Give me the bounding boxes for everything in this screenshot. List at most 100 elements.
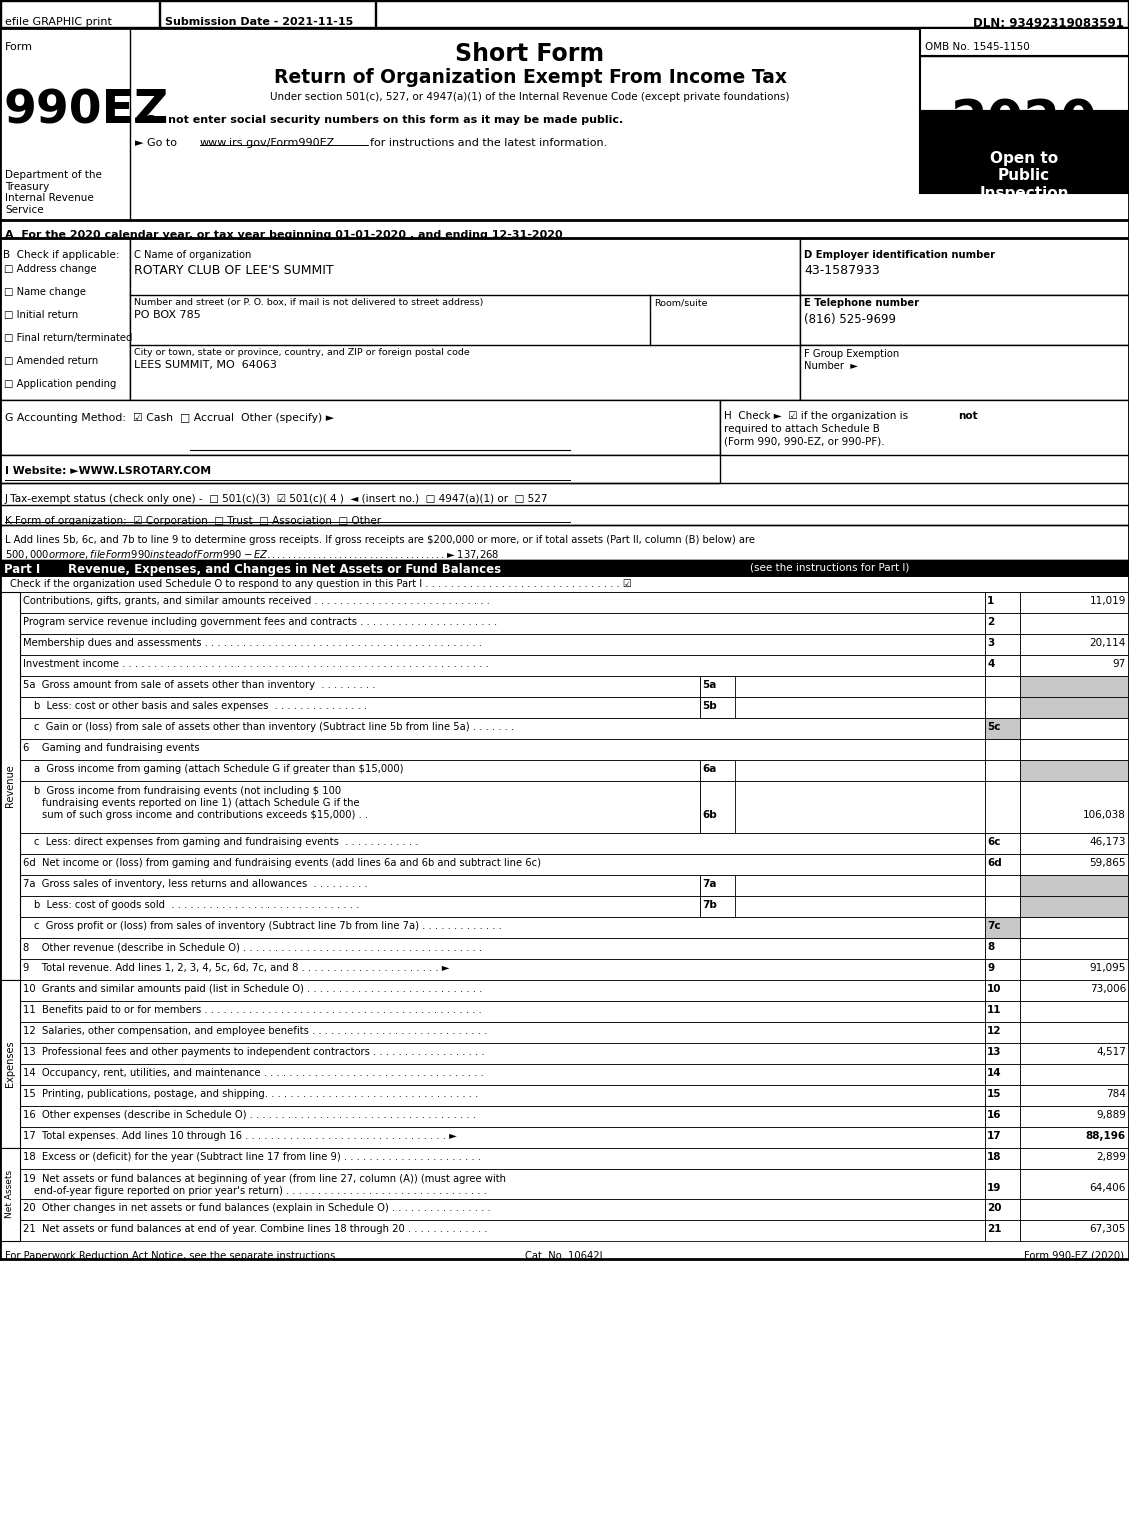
Text: OMB No. 1545-1150: OMB No. 1545-1150 (925, 43, 1030, 52)
Text: E Telephone number: E Telephone number (804, 297, 919, 308)
Bar (800, 238, 1129, 294)
Bar (1019, 676, 1129, 697)
Bar (800, 294, 1129, 345)
Bar (984, 1148, 1019, 1170)
Bar (0, 454, 720, 483)
Text: 1: 1 (987, 596, 995, 605)
Bar (20, 1199, 984, 1220)
Text: 3: 3 (987, 637, 995, 648)
Bar (984, 875, 1019, 897)
Text: 64,406: 64,406 (1089, 1183, 1126, 1193)
Bar (984, 1106, 1019, 1127)
Text: 9: 9 (987, 962, 995, 973)
Bar (984, 1084, 1019, 1106)
Text: 7c: 7c (987, 921, 1000, 930)
Bar (0, 525, 1129, 560)
Bar (1019, 1220, 1129, 1241)
Bar (984, 781, 1019, 833)
Text: 6d: 6d (987, 859, 1001, 868)
Bar (984, 897, 1019, 917)
Bar (20, 1084, 984, 1106)
Text: LEES SUMMIT, MO  64063: LEES SUMMIT, MO 64063 (134, 360, 277, 371)
Text: 91,095: 91,095 (1089, 962, 1126, 973)
Bar (984, 592, 1019, 613)
Text: 17  Total expenses. Add lines 10 through 16 . . . . . . . . . . . . . . . . . . : 17 Total expenses. Add lines 10 through … (23, 1132, 457, 1141)
Text: Under section 501(c), 527, or 4947(a)(1) of the Internal Revenue Code (except pr: Under section 501(c), 527, or 4947(a)(1)… (270, 92, 790, 102)
Text: b  Less: cost or other basis and sales expenses  . . . . . . . . . . . . . . .: b Less: cost or other basis and sales ex… (34, 702, 367, 711)
Text: 5a: 5a (702, 680, 717, 689)
Bar (700, 875, 984, 897)
Text: 5c: 5c (987, 721, 1000, 732)
Text: c  Gain or (loss) from sale of assets other than inventory (Subtract line 5b fro: c Gain or (loss) from sale of assets oth… (34, 721, 514, 732)
Text: 59,865: 59,865 (1089, 859, 1126, 868)
Text: 2,899: 2,899 (1096, 1151, 1126, 1162)
Bar (1019, 854, 1129, 875)
Text: www.irs.gov/Form990EZ: www.irs.gov/Form990EZ (200, 137, 335, 148)
Text: D Employer identification number: D Employer identification number (804, 250, 995, 259)
Bar (1019, 1084, 1129, 1106)
Bar (700, 897, 735, 917)
Text: 4: 4 (987, 659, 995, 669)
Text: 6b: 6b (702, 810, 717, 820)
Text: 12: 12 (987, 1026, 1001, 1035)
Bar (920, 27, 1129, 56)
Text: Membership dues and assessments . . . . . . . . . . . . . . . . . . . . . . . . : Membership dues and assessments . . . . … (23, 637, 482, 648)
Bar (1019, 656, 1129, 676)
Text: 10: 10 (987, 984, 1001, 994)
Bar (1019, 981, 1129, 1000)
Bar (700, 676, 984, 697)
Bar (984, 938, 1019, 959)
Bar (920, 56, 1129, 111)
Bar (1019, 1148, 1129, 1170)
Text: 15  Printing, publications, postage, and shipping. . . . . . . . . . . . . . . .: 15 Printing, publications, postage, and … (23, 1089, 479, 1100)
Bar (20, 676, 700, 697)
Text: 73,006: 73,006 (1089, 984, 1126, 994)
Bar (984, 1064, 1019, 1084)
Bar (20, 981, 984, 1000)
Bar (20, 959, 984, 981)
Text: 43-1587933: 43-1587933 (804, 264, 879, 278)
Bar (20, 1064, 984, 1084)
Text: For Paperwork Reduction Act Notice, see the separate instructions.: For Paperwork Reduction Act Notice, see … (5, 1250, 339, 1261)
Bar (0, 1148, 20, 1241)
Text: 9    Total revenue. Add lines 1, 2, 3, 4, 5c, 6d, 7c, and 8 . . . . . . . . . . : 9 Total revenue. Add lines 1, 2, 3, 4, 5… (23, 962, 449, 973)
Text: 106,038: 106,038 (1083, 810, 1126, 820)
Text: efile GRAPHIC print: efile GRAPHIC print (5, 17, 112, 27)
Bar (1019, 697, 1129, 718)
Bar (20, 833, 984, 854)
Text: 7b: 7b (702, 900, 717, 910)
Text: 7a  Gross sales of inventory, less returns and allowances  . . . . . . . . .: 7a Gross sales of inventory, less return… (23, 878, 368, 889)
Text: Revenue: Revenue (5, 764, 15, 807)
Bar (984, 759, 1019, 781)
Bar (984, 1000, 1019, 1022)
Bar (984, 917, 1019, 938)
Text: a  Gross income from gaming (attach Schedule G if greater than $15,000): a Gross income from gaming (attach Sched… (34, 764, 403, 775)
Bar (920, 111, 1129, 194)
Bar (984, 854, 1019, 875)
Bar (1019, 833, 1129, 854)
Bar (800, 345, 1129, 400)
Text: Investment income . . . . . . . . . . . . . . . . . . . . . . . . . . . . . . . : Investment income . . . . . . . . . . . … (23, 659, 489, 669)
Bar (0, 560, 1129, 576)
Text: 46,173: 46,173 (1089, 837, 1126, 846)
Bar (20, 656, 984, 676)
Text: $500,000 or more, file Form 990 instead of Form 990-EZ . . . . . . . . . . . . .: $500,000 or more, file Form 990 instead … (5, 547, 499, 561)
Text: DLN: 93492319083591: DLN: 93492319083591 (973, 17, 1124, 30)
Text: Return of Organization Exempt From Income Tax: Return of Organization Exempt From Incom… (273, 69, 787, 87)
Text: (see the instructions for Part I): (see the instructions for Part I) (750, 563, 909, 573)
Bar (1019, 1043, 1129, 1064)
Text: K Form of organization:  ☑ Corporation  □ Trust  □ Association  □ Other: K Form of organization: ☑ Corporation □ … (5, 515, 382, 526)
Text: 88,196: 88,196 (1086, 1132, 1126, 1141)
Bar (20, 1043, 984, 1064)
Text: 13: 13 (987, 1048, 1001, 1057)
Text: Expenses: Expenses (5, 1040, 15, 1087)
Bar (1019, 1170, 1129, 1199)
Text: 6d  Net income or (loss) from gaming and fundraising events (add lines 6a and 6b: 6d Net income or (loss) from gaming and … (23, 859, 541, 868)
Text: □ Name change: □ Name change (5, 287, 86, 297)
Text: ► Do not enter social security numbers on this form as it may be made public.: ► Do not enter social security numbers o… (135, 114, 623, 125)
Text: 7a: 7a (702, 878, 717, 889)
Text: Number and street (or P. O. box, if mail is not delivered to street address): Number and street (or P. O. box, if mail… (134, 297, 483, 307)
Text: 5a  Gross amount from sale of assets other than inventory  . . . . . . . . .: 5a Gross amount from sale of assets othe… (23, 680, 376, 689)
Text: Part I: Part I (5, 563, 41, 576)
Bar (20, 1127, 984, 1148)
